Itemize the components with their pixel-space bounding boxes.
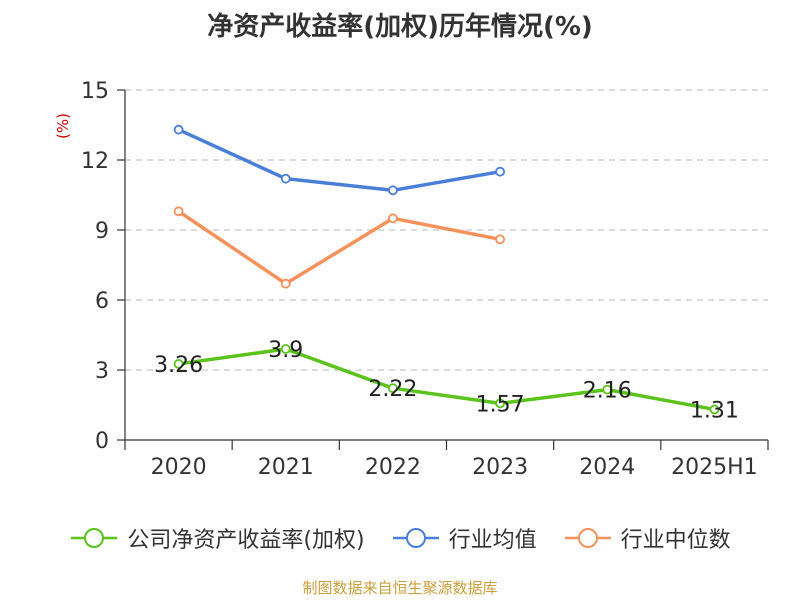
data-label: 2.16 <box>583 379 632 404</box>
y-tick-label: 3 <box>95 359 109 384</box>
y-tick-label: 0 <box>95 429 109 454</box>
data-point <box>709 404 720 415</box>
data-point <box>280 344 291 354</box>
legend-line-marker-icon <box>71 528 118 548</box>
source-note: 制图数据来自恒生聚源数据库 <box>302 579 498 597</box>
data-point <box>388 185 398 196</box>
legend: 公司净资产收益率(加权) 行业均值 行业中位数 <box>0 520 800 556</box>
legend-circle <box>405 528 426 548</box>
y-tick-label: 9 <box>95 219 109 244</box>
x-tick-label: 2021 <box>258 455 314 480</box>
x-tick-label: 2022 <box>365 455 421 480</box>
series-layer <box>173 124 720 415</box>
y-tick-label: 15 <box>81 79 109 104</box>
x-tick-label: 2020 <box>151 455 207 480</box>
data-point <box>173 124 184 135</box>
data-point <box>280 173 291 184</box>
x-tick-label: 2025H1 <box>671 455 758 480</box>
axes: 0 3 6 9 12 15 2020 2021 2022 2023 2024 2025H1 <box>81 79 769 480</box>
legend-label: 行业均值 <box>448 528 537 553</box>
data-point <box>602 384 613 395</box>
series-line <box>177 128 501 193</box>
y-axis-title: (%) <box>54 113 72 139</box>
data-point <box>280 278 291 289</box>
data-label: 2.22 <box>368 377 417 402</box>
chart-title: 净资产收益率(加权)历年情况(%) <box>207 12 593 42</box>
series-line <box>177 209 501 286</box>
y-tick-label: 6 <box>95 289 109 314</box>
data-point <box>388 383 398 394</box>
legend-line-marker-icon <box>392 528 439 548</box>
legend-item[interactable]: 行业均值 <box>391 522 537 554</box>
data-point <box>495 234 505 245</box>
data-point <box>173 206 184 217</box>
legend-item[interactable]: 行业中位数 <box>563 522 731 554</box>
data-point <box>173 359 184 369</box>
x-tick-label: 2023 <box>472 455 528 480</box>
data-point <box>495 398 505 409</box>
legend-circle <box>577 528 598 548</box>
y-axis-label-group: (%) <box>54 113 72 139</box>
data-point <box>495 166 505 177</box>
data-point <box>388 213 398 224</box>
legend-line-marker-icon <box>564 528 611 548</box>
data-label: 1.57 <box>476 392 525 417</box>
data-label: 1.31 <box>690 398 739 423</box>
y-tick-label: 12 <box>81 149 109 174</box>
data-label: 3.26 <box>154 353 203 378</box>
legend-circle <box>84 528 105 548</box>
series-line <box>178 347 715 412</box>
legend-label: 公司净资产收益率(加权) <box>127 528 365 553</box>
data-label: 3.9 <box>268 338 303 363</box>
x-tick-label: 2024 <box>579 455 635 480</box>
legend-label: 行业中位数 <box>620 528 731 553</box>
data-labels: 3.26 3.9 2.22 1.57 2.16 1.31 <box>154 338 739 423</box>
legend-item[interactable]: 公司净资产收益率(加权) <box>69 522 365 554</box>
